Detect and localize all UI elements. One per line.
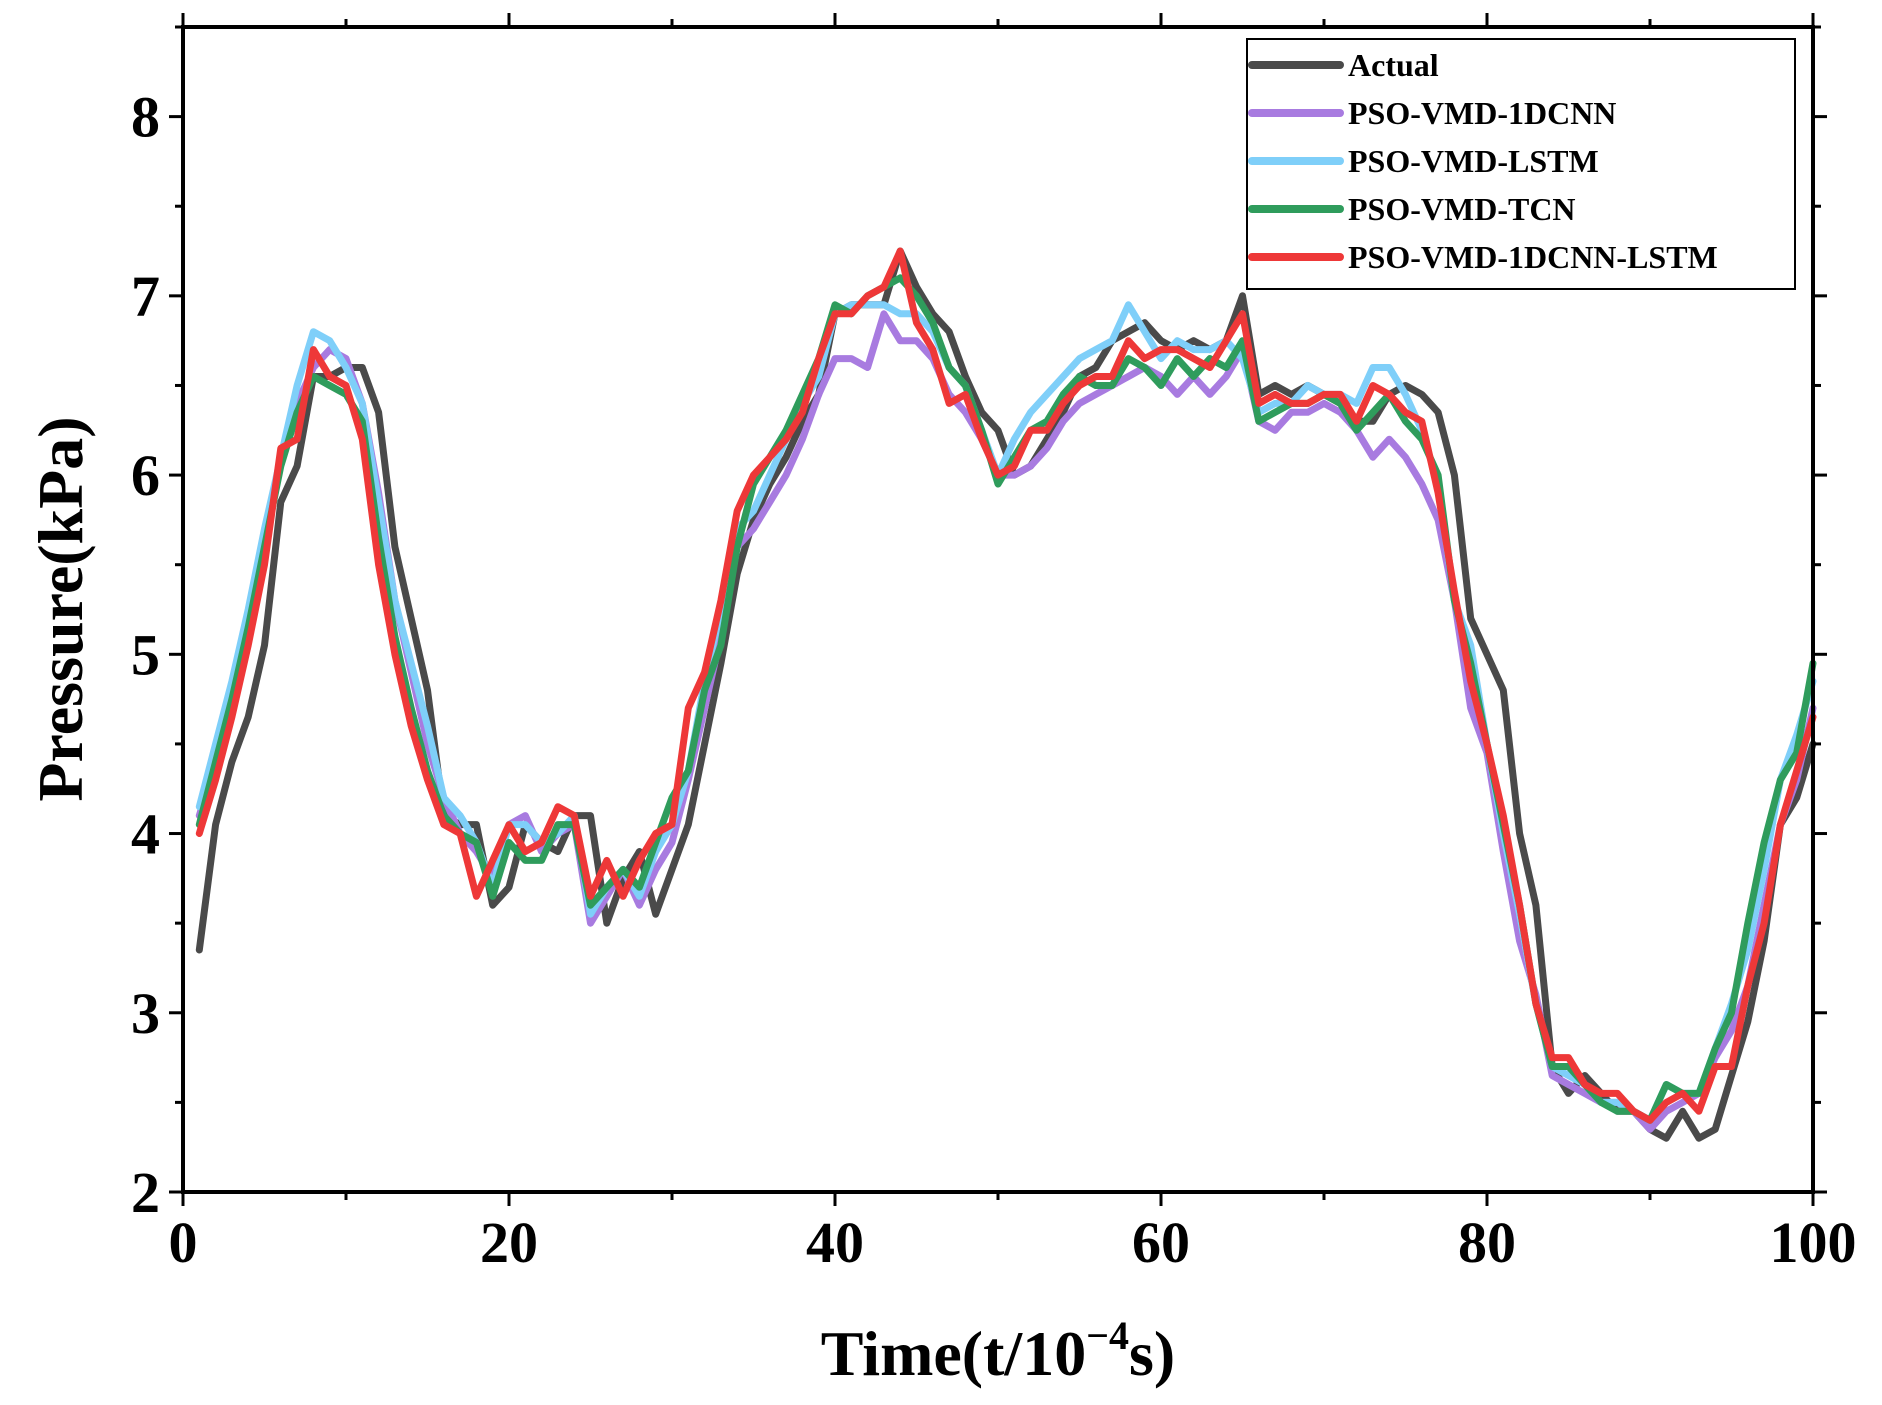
x-tick-label: 80: [1458, 1210, 1516, 1275]
y-tick-label: 5: [131, 622, 160, 687]
x-tick-label: 0: [169, 1210, 198, 1275]
y-tick-labels: 2 3 4 5 6 7 8: [131, 85, 160, 1225]
legend-label: PSO-VMD-1DCNN-LSTM: [1348, 239, 1718, 275]
y-tick-label: 7: [131, 264, 160, 329]
series-layer: [195, 247, 1817, 1142]
series-line-actual: [195, 247, 1817, 1142]
x-tick-label: 100: [1770, 1210, 1857, 1275]
series-line-pso-vmd-1dcnn-lstm: [195, 247, 1817, 1124]
legend-label: PSO-VMD-TCN: [1348, 191, 1576, 227]
x-tick-label: 40: [806, 1210, 864, 1275]
y-tick-label: 3: [131, 981, 160, 1046]
x-axis-title-main: Time(t/10: [821, 1318, 1086, 1389]
series-line-pso-vmd-tcn: [195, 274, 1817, 1124]
x-axis-title-exponent: −4: [1086, 1313, 1129, 1358]
x-tick-label: 60: [1132, 1210, 1190, 1275]
legend-label: PSO-VMD-1DCNN: [1348, 95, 1616, 131]
legend: Actual PSO-VMD-1DCNN PSO-VMD-LSTM PSO-VMD-T…: [1246, 38, 1796, 290]
series-line-pso-vmd-1dcnn: [195, 310, 1817, 1133]
x-tick-labels: 0 20 40 60 80 100: [169, 1210, 1857, 1275]
legend-label: Actual: [1348, 47, 1439, 83]
ticks-layer: [169, 13, 1827, 1206]
x-tick-label: 20: [480, 1210, 538, 1275]
x-axis-title: Time(t/10−4s): [821, 1313, 1175, 1389]
y-tick-label: 2: [131, 1160, 160, 1225]
legend-items: Actual PSO-VMD-1DCNN PSO-VMD-LSTM PSO-VMD-T…: [1248, 47, 1718, 275]
y-tick-label: 8: [131, 85, 160, 150]
legend-label: PSO-VMD-LSTM: [1348, 143, 1599, 179]
series-line-pso-vmd-lstm: [195, 301, 1817, 1124]
y-tick-label: 6: [131, 443, 160, 508]
y-tick-label: 4: [131, 802, 160, 867]
y-axis-title: Pressure(kPa): [25, 416, 96, 801]
x-axis-title-suffix: s): [1129, 1318, 1175, 1389]
